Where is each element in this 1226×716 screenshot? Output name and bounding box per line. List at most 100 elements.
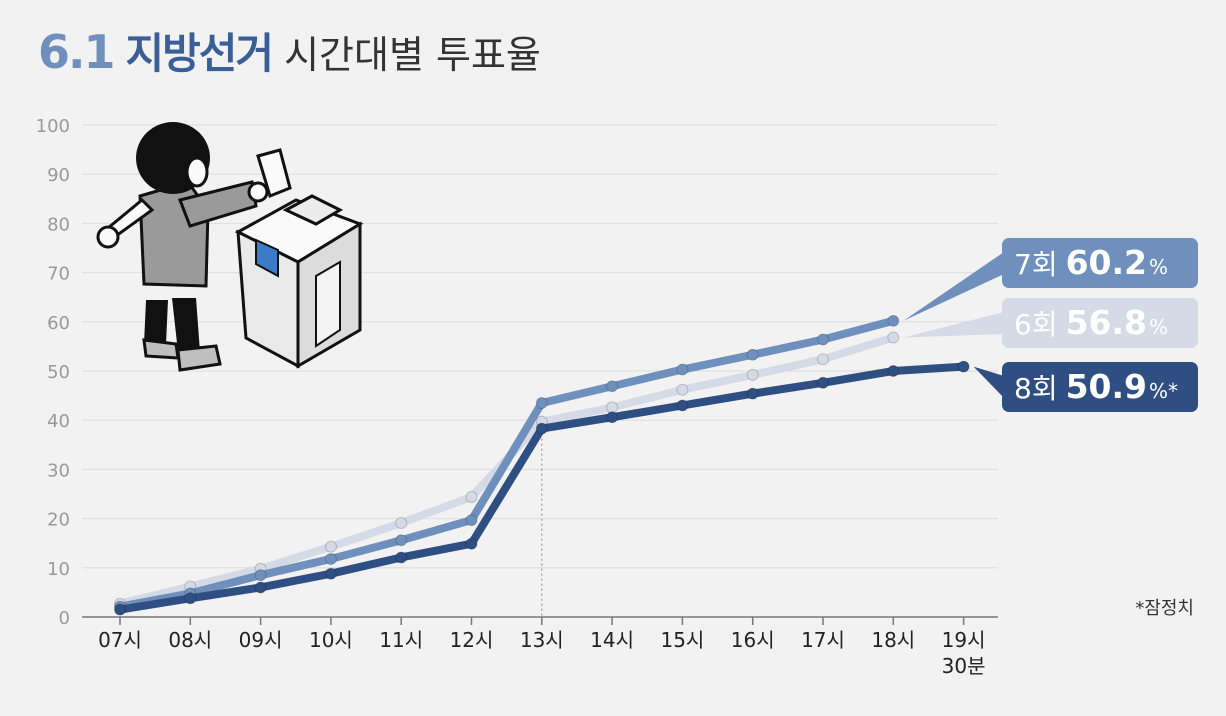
y-tick-label: 90 (47, 165, 70, 186)
callout-unit: % (1149, 315, 1168, 339)
voter-illustration (96, 122, 364, 372)
x-tick-label-line: 15시 (660, 628, 704, 652)
callout-label: 6회 56.8% (1014, 303, 1168, 342)
callout-unit: % (1149, 255, 1168, 279)
data-point (606, 380, 619, 393)
callout-label: 7회 60.2% (1014, 243, 1168, 282)
callout-value: 50.9 (1066, 367, 1147, 406)
data-point (395, 551, 408, 564)
x-tick-label-line: 08시 (168, 628, 212, 652)
data-point (887, 331, 900, 344)
x-tick-label-line: 07시 (98, 628, 142, 652)
callout-round: 6회 (1014, 308, 1058, 341)
data-point (535, 396, 548, 409)
x-tick-label-line: 12시 (450, 628, 494, 652)
data-point (184, 592, 197, 605)
x-tick-label-line: 11시 (379, 628, 423, 652)
data-point (746, 387, 759, 400)
x-tick-label-line: 14시 (590, 628, 634, 652)
callout-pointer (903, 312, 1004, 338)
callout-unit: %* (1149, 379, 1178, 403)
callout-label: 8회 50.9 %* (1014, 367, 1178, 406)
x-tick-label: 17시 (801, 628, 845, 652)
data-point (324, 540, 337, 553)
y-tick-label: 100 (36, 116, 70, 137)
callout-pointer (903, 252, 1004, 321)
provisional-footnote: *잠정치 (1135, 598, 1194, 619)
data-point (114, 603, 126, 616)
series-line-0 (116, 333, 898, 608)
x-tick-label-line: 30분 (942, 654, 986, 678)
x-tick-label-line: 10시 (309, 628, 353, 652)
data-point (324, 552, 337, 565)
y-tick-label: 40 (47, 411, 70, 432)
x-tick-label: 18시 (871, 628, 915, 652)
x-tick-label: 12시 (450, 628, 494, 652)
callout-value: 60.2 (1066, 243, 1147, 282)
callout-round: 7회 (1014, 248, 1058, 281)
title-number: 6.1 (38, 25, 115, 79)
x-tick-label: 11시 (379, 628, 423, 652)
x-tick-label: 14시 (590, 628, 634, 652)
data-point (887, 314, 900, 327)
voter-person-icon (96, 122, 269, 372)
y-tick-label: 70 (47, 264, 70, 285)
series-callouts: 6회 56.8 %7회 60.2 %8회 50.9 %* (903, 238, 1198, 412)
x-tick-label: 07시 (98, 628, 142, 652)
x-tick-label: 19시 30분 (942, 628, 986, 678)
y-tick-label: 20 (47, 510, 70, 531)
x-tick-label: 10시 (309, 628, 353, 652)
x-tick-label: 15시 (660, 628, 704, 652)
x-axis-tick-labels: 07시 08시 09시 10시 11시 12시 13시 14시 15시 16시 17시 18시 19시 3… (98, 628, 985, 678)
data-point (254, 581, 267, 594)
x-tick-label-line: 19시 (942, 628, 986, 652)
data-point (676, 363, 689, 376)
data-point (676, 383, 689, 396)
data-point (254, 569, 267, 582)
data-point (465, 537, 478, 550)
callout-pointer (973, 366, 1004, 398)
data-point (465, 490, 478, 503)
data-point (746, 348, 759, 361)
x-tick-label: 09시 (239, 628, 283, 652)
x-tick-label-line: 13시 (520, 628, 564, 652)
data-point (465, 514, 478, 527)
callout-box (1002, 362, 1198, 412)
x-tick-label-line: 09시 (239, 628, 283, 652)
x-tick-label-line: 17시 (801, 628, 845, 652)
y-tick-label: 50 (47, 362, 70, 383)
y-tick-label: 60 (47, 313, 70, 334)
data-point (957, 360, 970, 373)
chart-title: 6.1 지방선거 시간대별 투표율 (38, 20, 541, 81)
data-point (324, 567, 337, 580)
data-point (887, 365, 900, 377)
y-tick-label: 10 (47, 559, 70, 580)
callout-value: 56.8 (1066, 303, 1147, 342)
series-line-1 (116, 316, 898, 611)
ballot-box-icon (234, 148, 364, 369)
x-tick-label-line: 18시 (871, 628, 915, 652)
data-point (817, 376, 829, 389)
y-tick-label: 30 (47, 460, 70, 481)
y-tick-label: 80 (47, 214, 70, 235)
x-tick-label: 13시 (520, 628, 564, 652)
data-point (817, 333, 829, 346)
title-subject: 시간대별 투표율 (284, 33, 541, 77)
data-point (395, 517, 408, 530)
x-tick-label: 08시 (168, 628, 212, 652)
data-point (746, 368, 759, 381)
data-point (395, 534, 408, 547)
data-point (817, 353, 829, 366)
data-point (606, 411, 619, 424)
x-tick-label: 16시 (731, 628, 775, 652)
callout-box (1002, 238, 1198, 288)
data-point (676, 399, 689, 412)
callout-box (1002, 298, 1198, 348)
y-tick-label: 0 (59, 608, 70, 629)
callout-round: 8회 (1014, 372, 1058, 405)
series-lines (114, 314, 970, 616)
title-election: 지방선거 (125, 29, 275, 78)
x-tick-label-line: 16시 (731, 628, 775, 652)
data-point (535, 422, 548, 435)
